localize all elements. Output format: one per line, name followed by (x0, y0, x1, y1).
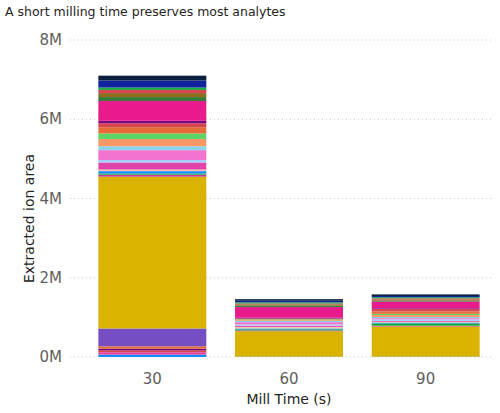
chart-svg: A short milling time preserves most anal… (0, 0, 500, 413)
bar-segment (372, 309, 480, 311)
bar-segment (235, 320, 343, 322)
bar-segment (98, 328, 206, 346)
bar-segment (98, 76, 206, 81)
bar-segment (98, 171, 206, 173)
bar-segment (235, 321, 343, 322)
bar-segment (235, 319, 343, 321)
bar-segment (235, 304, 343, 305)
y-tick-label: 6M (40, 110, 63, 128)
bar-segment (235, 327, 343, 329)
bar-segment (98, 80, 206, 87)
bar-segment (372, 315, 480, 317)
bar-segment (98, 177, 206, 329)
bar-segment (235, 305, 343, 307)
x-tick-label: 90 (416, 370, 435, 388)
grid (70, 40, 494, 357)
bar-segment (98, 88, 206, 90)
bar-segment (372, 298, 480, 299)
x-axis-title: Mill Time (s) (246, 391, 331, 407)
grid-line (70, 40, 494, 41)
bar-segment (235, 301, 343, 303)
y-tick-label: 4M (40, 190, 63, 208)
bar-segment (98, 162, 206, 169)
bar-segment (98, 127, 206, 133)
bar-segment (98, 174, 206, 175)
bar-segment (98, 349, 206, 351)
x-tick-label: 60 (279, 370, 298, 388)
bar-segment (235, 325, 343, 326)
bar-segment (372, 314, 480, 315)
bar-segment (235, 302, 343, 303)
bar-segment (372, 326, 480, 356)
bar-segment (372, 297, 480, 298)
bar-segment (98, 121, 206, 123)
bar-segment (372, 322, 480, 324)
y-axis-title: Extracted ion area (21, 154, 37, 283)
bar-segment (235, 326, 343, 327)
chart-container: A short milling time preserves most anal… (0, 0, 500, 413)
bar-segment (235, 322, 343, 324)
bar-segment (98, 139, 206, 146)
bar-segment (98, 355, 206, 357)
chart-title: A short milling time preserves most anal… (5, 4, 286, 19)
bar-segment (98, 134, 206, 140)
y-tick-label: 8M (40, 31, 63, 49)
bar-segment (98, 90, 206, 93)
bar-segment (235, 331, 343, 356)
bar-segment (372, 300, 480, 301)
bar-segment (98, 350, 206, 352)
bar-segment (372, 318, 480, 319)
bar-segment (235, 318, 343, 320)
bar-segment (98, 97, 206, 101)
bar-segment (98, 150, 206, 160)
bar-segment (98, 123, 206, 127)
bar-segment (235, 307, 343, 318)
bar-segment (98, 101, 206, 121)
y-tick-label: 2M (40, 269, 63, 287)
bar-segment (372, 317, 480, 318)
bar-segment (98, 170, 206, 172)
bar-segment (372, 302, 480, 309)
x-tick-label: 30 (143, 370, 162, 388)
bar-segment (235, 303, 343, 305)
bar-segment (372, 321, 480, 323)
bar-segment (235, 330, 343, 332)
bar-segment (235, 329, 343, 330)
bar-segment (372, 294, 480, 296)
bar-segment (98, 352, 206, 354)
bar-segment (372, 300, 480, 302)
bar-segment (98, 175, 206, 177)
bar-segment (372, 319, 480, 321)
bar-segment (372, 311, 480, 313)
bar-segment (235, 299, 343, 301)
bar-segment (372, 323, 480, 325)
bar-segment (98, 146, 206, 150)
bar-segment (372, 296, 480, 297)
y-tick-label: 0M (40, 348, 63, 366)
bar-segment (98, 160, 206, 162)
bar-segment (98, 346, 206, 348)
bar-segment (98, 93, 206, 97)
bar-segment (235, 318, 343, 319)
bars (98, 76, 479, 357)
